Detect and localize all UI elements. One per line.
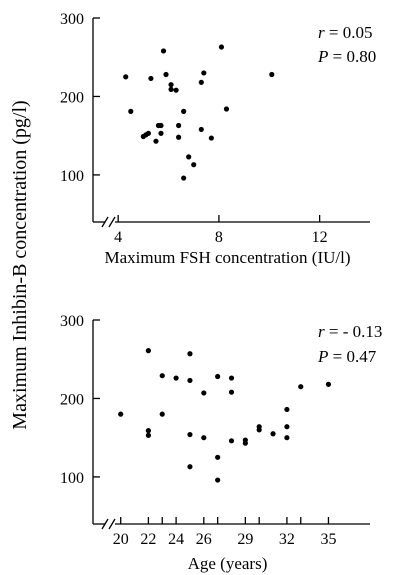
data-point xyxy=(298,384,304,390)
data-point xyxy=(123,74,129,80)
data-point xyxy=(176,122,182,129)
data-point xyxy=(158,130,164,136)
data-point xyxy=(181,175,187,181)
data-point xyxy=(228,438,235,444)
data-point xyxy=(176,134,182,140)
data-point xyxy=(160,48,167,54)
stat-annotation-p: P = 0.47 xyxy=(317,347,377,366)
data-point xyxy=(191,162,197,168)
data-point xyxy=(158,122,164,129)
data-point xyxy=(187,351,193,357)
data-point xyxy=(181,108,187,114)
y-tick-label: 100 xyxy=(60,470,84,487)
x-axis-label: Age (years) xyxy=(188,554,268,573)
x-axis-label: Maximum FSH concentration (IU/l) xyxy=(105,248,351,267)
x-tick-label: 20 xyxy=(113,531,129,548)
x-tick-label: 26 xyxy=(196,531,212,548)
x-tick-label: 32 xyxy=(279,531,295,548)
data-point xyxy=(163,71,169,78)
stat-annotation-r: r = - 0.13 xyxy=(318,322,382,341)
data-point xyxy=(228,389,235,395)
x-tick-label: 29 xyxy=(237,531,253,548)
data-point xyxy=(284,424,290,430)
data-point xyxy=(145,428,151,434)
x-tick-label: 12 xyxy=(312,229,328,246)
y-tick-label: 100 xyxy=(60,168,84,185)
data-point xyxy=(128,108,134,114)
stat-annotation-r: r = 0.05 xyxy=(318,23,372,42)
data-point xyxy=(215,477,221,483)
x-tick-label: 8 xyxy=(215,229,223,246)
data-point xyxy=(187,464,193,470)
axis-break-mark xyxy=(108,216,116,228)
axis-break-mark xyxy=(108,518,116,530)
data-point xyxy=(201,70,207,76)
data-point xyxy=(269,71,275,78)
y-tick-label: 300 xyxy=(60,11,84,28)
data-point xyxy=(215,373,221,380)
data-point xyxy=(168,86,174,92)
data-point xyxy=(173,87,179,93)
stat-annotation-p: P = 0.80 xyxy=(317,47,376,66)
data-point xyxy=(168,82,174,88)
data-point xyxy=(228,375,235,381)
data-point xyxy=(284,435,290,441)
x-tick-label: 35 xyxy=(320,531,336,548)
data-point xyxy=(201,435,207,441)
axis-break-mark xyxy=(101,518,109,530)
data-point xyxy=(159,411,165,417)
y-tick-label: 200 xyxy=(60,391,84,408)
data-point xyxy=(215,454,221,460)
data-point xyxy=(198,79,204,85)
panel-fsh: 100 200 300 4 8 12 Maximum FSH concentration (… xyxy=(60,11,376,267)
data-point xyxy=(218,44,225,50)
data-point xyxy=(145,432,151,438)
data-point xyxy=(186,154,192,160)
y-axis-label: Maximum Inhibin-B concentration (pg/l) xyxy=(9,100,31,429)
data-point xyxy=(148,75,154,82)
data-point xyxy=(118,411,124,417)
data-point xyxy=(284,406,290,413)
data-point xyxy=(242,440,248,446)
data-point xyxy=(270,431,276,437)
data-point xyxy=(208,135,214,141)
data-point xyxy=(223,106,230,112)
data-point xyxy=(145,130,151,136)
x-tick-label: 24 xyxy=(168,531,184,548)
data-point xyxy=(153,138,159,144)
data-point xyxy=(325,381,332,387)
x-tick-label: 4 xyxy=(114,229,122,246)
axis-break-mark xyxy=(101,216,109,228)
data-point xyxy=(201,390,207,396)
data-point xyxy=(173,375,179,381)
data-point xyxy=(187,377,193,384)
data-point xyxy=(145,348,151,354)
panel-age: 100 200 300 20 22 24 26 29 32 35 Age (years) r = - … xyxy=(60,313,382,573)
data-point xyxy=(159,373,165,379)
data-point xyxy=(187,431,193,438)
data-point xyxy=(198,126,204,133)
y-tick-label: 300 xyxy=(60,313,84,330)
data-point xyxy=(256,427,262,433)
x-tick-label: 22 xyxy=(140,531,156,548)
y-tick-label: 200 xyxy=(60,89,84,106)
